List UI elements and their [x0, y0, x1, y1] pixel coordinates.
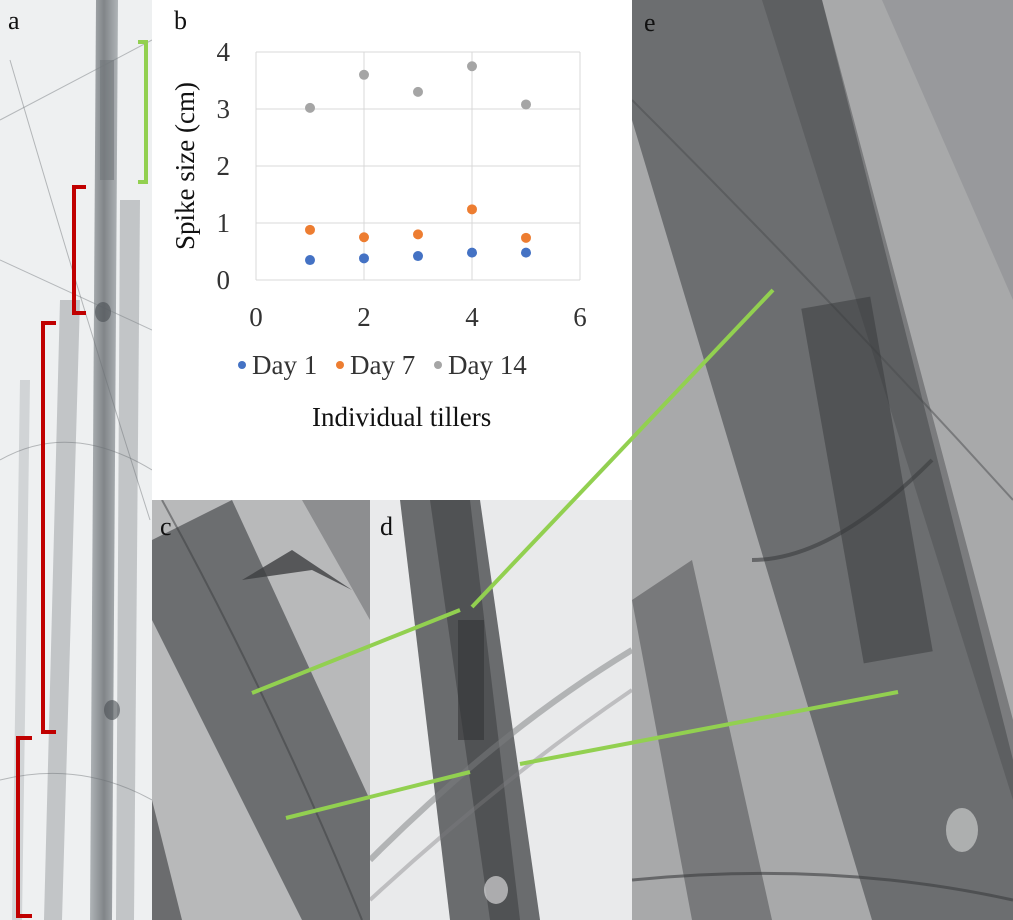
data-point-day1 [359, 253, 369, 264]
y-tick-label: 0 [217, 265, 231, 295]
data-point-day7 [521, 232, 531, 243]
panel-label-d: d [380, 512, 393, 541]
xray-image-c [152, 500, 370, 920]
x-tick-label: 0 [249, 302, 263, 332]
legend-item-day7: Day 7 [335, 350, 416, 381]
y-tick-label: 4 [217, 37, 231, 67]
panel-label-e: e [644, 8, 656, 37]
xray-panel-c: c [152, 500, 370, 920]
data-point-day7 [413, 229, 423, 240]
red-bracket-3 [16, 736, 32, 918]
data-point-day1 [305, 255, 315, 266]
legend-item-day14: Day 14 [433, 350, 527, 381]
x-tick-label: 4 [465, 302, 479, 332]
data-point-day14 [413, 86, 423, 97]
data-point-day7 [467, 204, 477, 215]
x-tick-label: 6 [573, 302, 587, 332]
xray-image-e [632, 0, 1013, 920]
xray-image-d [370, 500, 632, 920]
xray-panel-e: e [632, 0, 1013, 920]
data-point-day7 [359, 232, 369, 243]
red-bracket-2 [41, 321, 56, 734]
legend-label-day1: Day 1 [252, 350, 318, 380]
panel-label-b: b [174, 6, 187, 35]
legend-marker-day7 [335, 360, 344, 369]
y-axis-label: Spike size (cm) [170, 82, 200, 250]
legend-item-day1: Day 1 [238, 350, 317, 381]
chart-legend: Day 1 Day 7 Day 14 [238, 350, 539, 381]
red-bracket-1 [72, 185, 86, 315]
y-tick-label: 1 [217, 208, 231, 238]
x-axis-label: Individual tillers [312, 402, 492, 432]
legend-marker-day14 [433, 360, 442, 369]
legend-label-day14: Day 14 [447, 350, 527, 380]
y-tick-label: 3 [217, 94, 231, 124]
data-point-day7 [305, 224, 315, 235]
xray-panel-a: a [0, 0, 152, 920]
x-tick-label: 2 [357, 302, 371, 332]
data-point-day1 [413, 251, 423, 262]
xray-image-a [0, 0, 152, 920]
data-point-day14 [467, 61, 477, 72]
data-point-day14 [305, 102, 315, 113]
y-tick-label: 2 [217, 151, 231, 181]
data-point-day14 [359, 69, 369, 80]
legend-marker-day1 [238, 360, 246, 369]
green-bracket [138, 40, 148, 184]
data-point-day14 [521, 99, 531, 110]
panel-label-c: c [160, 512, 172, 541]
xray-panel-d: d [370, 500, 632, 920]
legend-label-day7: Day 7 [349, 350, 416, 380]
chart-panel-b: b 0 1 2 3 4 0 2 4 6 Spike size (cm) Day 1 Day 7 D… [152, 0, 632, 500]
data-point-day1 [521, 247, 531, 258]
panel-label-a: a [8, 6, 20, 35]
data-point-day1 [467, 247, 477, 258]
